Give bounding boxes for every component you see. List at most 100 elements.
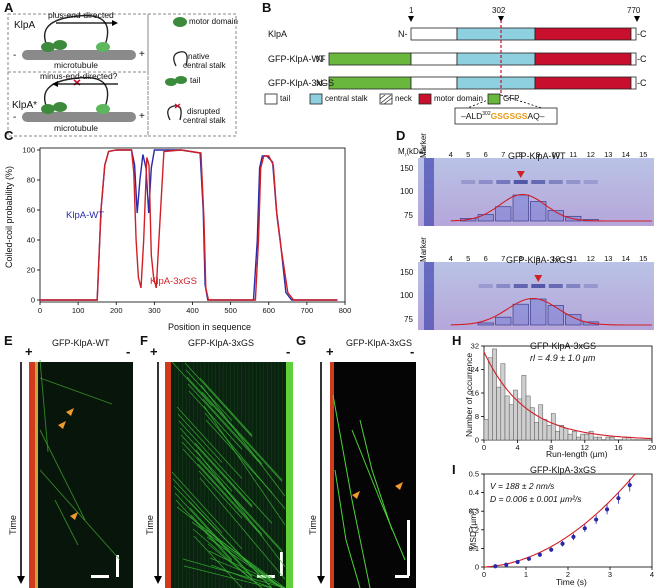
chart-i-v: V = 188 ± 2 nm/s xyxy=(490,481,555,491)
gel-bottom-lane-label: 14 xyxy=(622,254,630,263)
gel-bottom-lane-label: 9 xyxy=(536,254,540,263)
seq-gs: GSGSGS xyxy=(490,111,528,121)
legend-motor-swatch xyxy=(418,93,432,105)
motor-head-bottom-1 xyxy=(41,104,55,114)
mw-100-top: 100 xyxy=(400,187,414,196)
legend-motor-icon xyxy=(173,17,187,27)
kymo-f-track xyxy=(198,470,243,519)
chart-h-bar xyxy=(597,436,602,441)
kymo-f-track xyxy=(177,413,223,463)
seq-suffix: AQ– xyxy=(527,111,545,121)
kymo-f-track xyxy=(179,427,253,508)
chart-i-point xyxy=(604,507,610,512)
kymo-f-track xyxy=(204,412,286,509)
label-minus-bottom: - xyxy=(13,112,17,123)
gel-top-band xyxy=(583,180,598,184)
gel-top-lane-label: 13 xyxy=(604,150,612,159)
gel-top-lane-label: 5 xyxy=(466,150,470,159)
seq-sup: 302 xyxy=(482,111,491,118)
chart-i-point xyxy=(493,564,498,569)
gel-bottom-lane-label: 15 xyxy=(639,254,647,263)
kymo-f-title: GFP-KlpA-3xGS xyxy=(188,338,255,348)
kymo-f-track xyxy=(176,406,243,479)
chart-c-ytick-label: 20 xyxy=(27,266,35,275)
mw-100-bottom: 100 xyxy=(400,291,414,300)
legend-native-icon xyxy=(173,51,188,67)
mr-label: Mr(kDa) xyxy=(398,147,426,159)
legend-tail-label: tail xyxy=(190,76,201,85)
kymo-e-bg xyxy=(29,362,133,588)
chart-i-xtick-label: 0 xyxy=(482,570,486,579)
kymo-f-track xyxy=(210,564,273,588)
kymo-f-track xyxy=(207,543,263,588)
chart-h-xtick-label: 0 xyxy=(482,443,486,452)
series-label-wt: KlpA-WT xyxy=(66,210,104,221)
gel-bottom-band xyxy=(583,284,598,288)
chart-i-point xyxy=(594,517,599,522)
marker-lane-top xyxy=(424,158,434,226)
gel-bottom-bar xyxy=(565,314,582,326)
chart-h-xtick-label: 8 xyxy=(549,443,553,452)
row1-nterm: N- xyxy=(398,29,408,39)
pos-1-marker xyxy=(408,16,414,22)
microtubule-top xyxy=(22,50,136,60)
motor-head-top-3 xyxy=(96,42,110,52)
chart-i-point xyxy=(616,496,621,501)
chart-h-ytick-label: 0 xyxy=(475,436,479,445)
gel-top-lane-label: 4 xyxy=(449,150,453,159)
kymo-f-plus: + xyxy=(150,344,158,359)
chart-i-point xyxy=(627,483,632,488)
gel-top-lane-label: 6 xyxy=(484,150,488,159)
chart-c-xtick-label: 500 xyxy=(224,306,237,315)
kymo-f-track xyxy=(199,377,253,436)
panel-label-e: E xyxy=(4,333,13,348)
chart-c-xtick-label: 300 xyxy=(148,306,161,315)
legend-tail-text: tail xyxy=(280,94,291,103)
pos-302-label: 302 xyxy=(492,6,506,15)
chart-h-xtick-label: 16 xyxy=(614,443,622,452)
chart-i-point xyxy=(549,547,554,552)
panel-label-f: F xyxy=(140,333,148,348)
chart-i-d: D = 0.006 ± 0.001 µm²/s xyxy=(490,494,582,504)
zoom-left xyxy=(461,94,502,111)
kymo-f-track xyxy=(180,434,233,492)
kymo-arrowhead-icon xyxy=(70,512,78,520)
kymo-f-track xyxy=(187,383,263,466)
marker-lane-bottom xyxy=(424,262,434,330)
kymo-f-track xyxy=(193,535,243,588)
kymo-f-track xyxy=(183,565,273,588)
gel-bottom-lane-label: 8 xyxy=(519,254,523,263)
kymo-f-track xyxy=(171,471,243,550)
panel-label-i: I xyxy=(452,462,456,477)
chart-i-ytick-label: 0.2 xyxy=(469,525,479,534)
kymo-e-red-edge xyxy=(29,362,35,588)
gel-top-lane-label: 7 xyxy=(501,150,505,159)
chart-h-xtick-label: 12 xyxy=(581,443,589,452)
kymo-f-track xyxy=(190,514,233,561)
gel-top-lane-label: 12 xyxy=(587,150,595,159)
chart-i-ytick-label: 0.5 xyxy=(469,470,479,479)
chart-h-xlabel: Run-length (µm) xyxy=(546,449,608,459)
kymo-g-track xyxy=(351,429,406,561)
panel-label-b: B xyxy=(262,0,272,15)
kymo-f-track xyxy=(182,558,286,588)
chart-h-xtick-label: 20 xyxy=(648,443,656,452)
pos-1-label: 1 xyxy=(409,6,414,15)
row2-nterm: N- xyxy=(316,54,326,64)
time-arrow-g-head xyxy=(317,576,325,584)
gel-bottom-bar xyxy=(547,305,564,326)
pos-770-marker xyxy=(634,16,640,22)
kymo-e-yellow-edge xyxy=(35,362,38,588)
chart-h-fit xyxy=(483,351,653,440)
kymo-e-track xyxy=(39,377,113,405)
gel-bottom-bar xyxy=(512,303,529,326)
kymo-f-track xyxy=(182,448,263,537)
chart-c-ytick-label: 0 xyxy=(31,296,35,305)
kymo-f-track xyxy=(200,384,286,497)
kymo-g-track xyxy=(332,394,371,588)
chart-h-xtick-label: 4 xyxy=(516,443,520,452)
chart-h-bar xyxy=(609,436,615,441)
kymo-g-title: GFP-KlpA-3xGS xyxy=(346,338,413,348)
panel-label-h: H xyxy=(452,333,462,348)
